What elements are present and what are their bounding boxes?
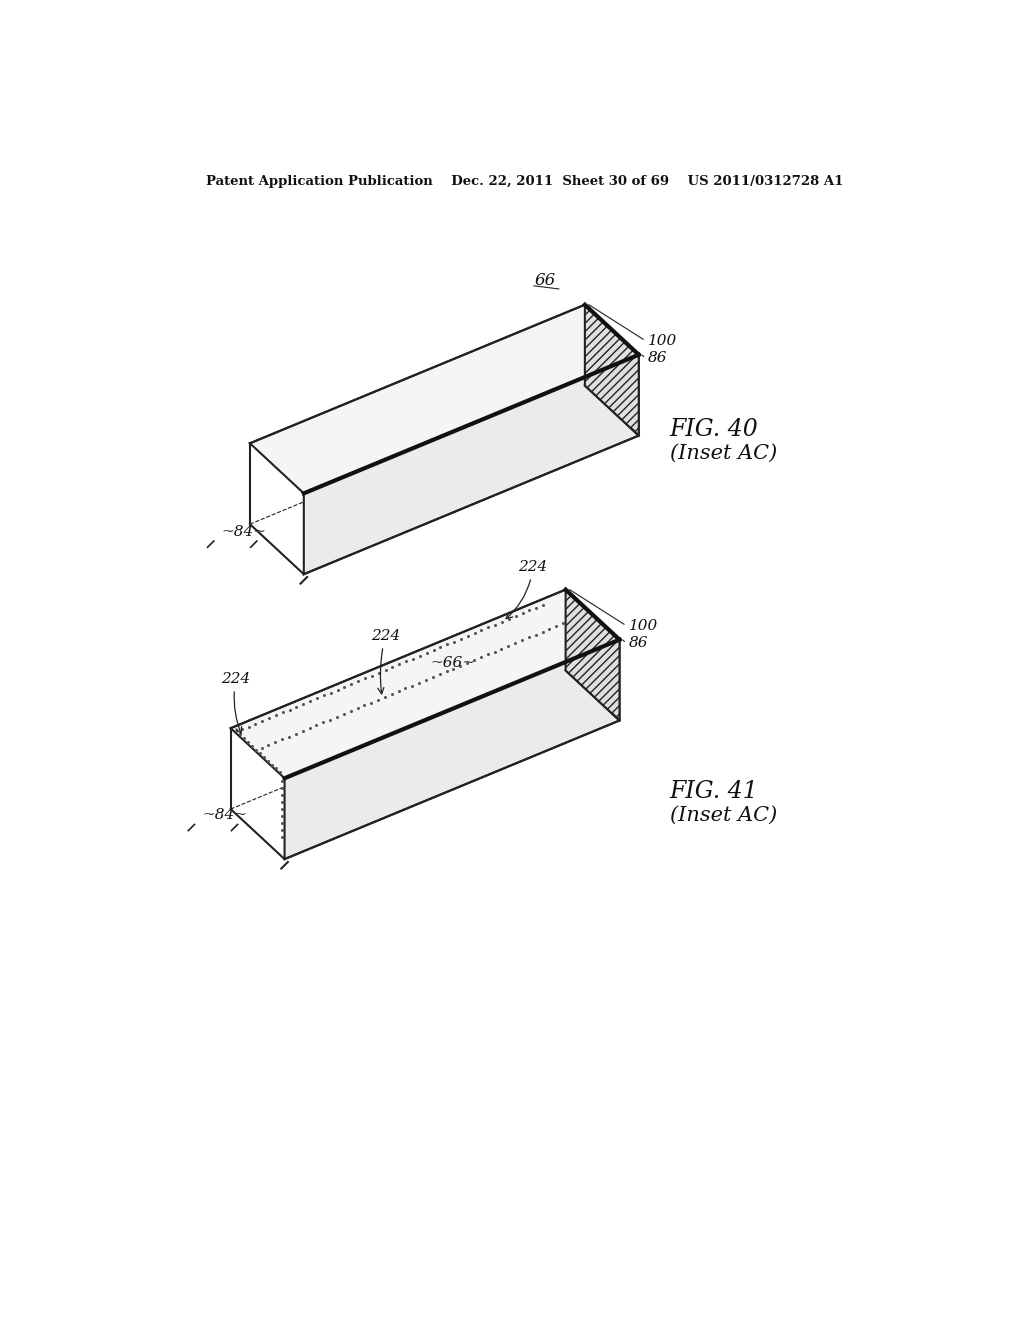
Text: 86: 86	[629, 636, 648, 651]
Text: (Inset AC): (Inset AC)	[670, 805, 777, 825]
Text: 66: 66	[535, 272, 556, 289]
Polygon shape	[304, 355, 639, 574]
Text: FIG. 41: FIG. 41	[670, 780, 759, 803]
Text: 224: 224	[221, 672, 250, 734]
Text: ~84~: ~84~	[202, 808, 247, 822]
Text: ~66~: ~66~	[431, 656, 476, 669]
Text: 100: 100	[648, 334, 677, 347]
Text: 86: 86	[648, 351, 668, 366]
Text: Patent Application Publication    Dec. 22, 2011  Sheet 30 of 69    US 2011/03127: Patent Application Publication Dec. 22, …	[206, 176, 844, 189]
Polygon shape	[230, 590, 620, 779]
Text: (Inset AC): (Inset AC)	[670, 444, 777, 463]
Text: 224: 224	[371, 630, 400, 694]
Polygon shape	[285, 640, 620, 859]
Polygon shape	[565, 590, 620, 721]
Text: FIG. 40: FIG. 40	[670, 417, 759, 441]
Text: ~84~: ~84~	[221, 525, 266, 539]
Polygon shape	[585, 305, 639, 436]
Polygon shape	[250, 305, 639, 494]
Text: 100: 100	[629, 619, 658, 632]
Text: 224: 224	[506, 560, 548, 619]
